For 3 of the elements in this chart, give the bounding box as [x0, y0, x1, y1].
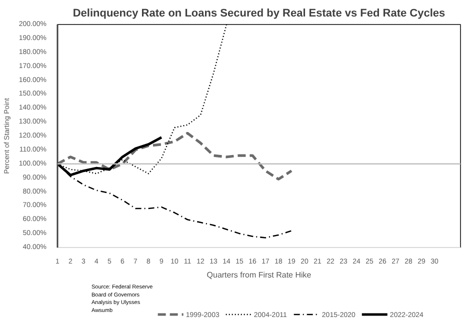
line-series: [58, 132, 293, 181]
x-axis-title: Quarters from First Rate Hike: [206, 270, 312, 280]
chart-title: Delinquency Rate on Loans Secured by Real Estate vs Fed Rate Cycles: [72, 8, 446, 20]
